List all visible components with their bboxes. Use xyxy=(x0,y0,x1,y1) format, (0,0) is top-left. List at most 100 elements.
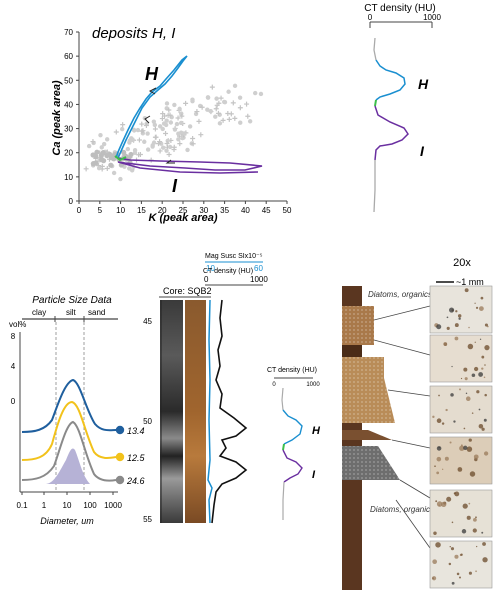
scatter-xlabel: K (peak area) xyxy=(148,212,217,224)
scatter-point xyxy=(90,139,96,145)
micrograph-particle xyxy=(462,503,468,509)
strat-layer-middle-dots xyxy=(342,357,395,423)
micrograph-particle xyxy=(481,367,484,370)
scatter-point xyxy=(185,147,190,153)
strat-layer-grey-dots xyxy=(342,446,400,480)
arrow-h-2 xyxy=(144,115,151,124)
scatter-point xyxy=(218,95,224,101)
scatter-point xyxy=(152,126,158,132)
scatter-point xyxy=(127,166,132,171)
micrograph-particle xyxy=(476,390,480,394)
scatter-point xyxy=(209,84,215,90)
scatter-point xyxy=(165,138,170,143)
scatter-xtick-label: 40 xyxy=(241,206,250,215)
micrograph-particle xyxy=(466,515,471,520)
particle-ytick-4: 4 xyxy=(11,362,16,371)
scatter-point xyxy=(179,113,185,119)
scatter-point xyxy=(113,129,119,135)
micrograph-particle xyxy=(482,557,488,563)
particle-silt-label: silt xyxy=(66,308,77,317)
scatter-label-h: H xyxy=(145,64,159,84)
micrograph-particle xyxy=(481,531,484,534)
micrograph-particle xyxy=(474,341,476,343)
scatter-point xyxy=(230,100,236,106)
ct-small-trace-i xyxy=(282,449,303,483)
scatter-point xyxy=(151,140,157,145)
scatter-point xyxy=(237,95,243,100)
micrograph-particle xyxy=(436,501,443,507)
scatter-xtick-label: 25 xyxy=(179,206,188,215)
scatter-point xyxy=(190,97,195,102)
scatter-point xyxy=(135,127,141,133)
scatter-point xyxy=(98,132,103,138)
micrograph-particle xyxy=(466,446,473,452)
ct-small-max: 1000 xyxy=(306,382,320,388)
scatter-point xyxy=(164,118,169,123)
scatter-ytick-label: 70 xyxy=(64,28,73,37)
micrograph-particle xyxy=(482,542,486,546)
micrograph-particle xyxy=(483,418,487,422)
micrograph-particle xyxy=(451,521,454,524)
scatter-point xyxy=(111,156,117,162)
scatter-point xyxy=(127,140,132,145)
micrograph-particle xyxy=(478,372,483,377)
micrograph-particle xyxy=(459,445,465,451)
micrograph-particle xyxy=(446,326,450,330)
ct-top-trace-green xyxy=(374,99,377,107)
scatter-point xyxy=(190,136,196,142)
scatter-point xyxy=(121,149,127,155)
scatter-label-i: I xyxy=(172,176,178,196)
micrograph-particle xyxy=(459,388,461,391)
micrograph-particle xyxy=(478,408,481,411)
ct-top-trace-i xyxy=(374,105,409,161)
micrograph-particle xyxy=(458,317,461,320)
scatter-point xyxy=(166,151,172,157)
scatter-point xyxy=(228,111,234,117)
scatter-point xyxy=(208,109,213,114)
micrograph-particle xyxy=(451,365,453,368)
scatter-point xyxy=(181,135,186,140)
core-ct-max: 1000 xyxy=(250,275,268,284)
micrograph-particle xyxy=(453,492,456,495)
scatter-xtick-label: 35 xyxy=(220,206,229,215)
micrograph-particle xyxy=(481,355,485,359)
scatter-point xyxy=(118,176,123,182)
core-depth-50: 50 xyxy=(143,417,152,426)
micrograph-particle xyxy=(480,296,484,300)
scatter-point xyxy=(175,115,181,121)
core-ct-title: CT density (HU) xyxy=(203,268,253,275)
scatter-point xyxy=(205,107,210,112)
micrograph-particle xyxy=(465,396,471,402)
scatter-ticks: 0 5 10 15 20 25 30 35 40 45 50 0 10 20 30 40 50 60 70 xyxy=(64,28,292,215)
micrograph-particle xyxy=(458,576,462,579)
micrograph-particle xyxy=(450,547,455,551)
scatter-point xyxy=(160,145,166,150)
particle-title: Particle Size Data xyxy=(32,295,112,306)
core-ct-image xyxy=(160,300,183,523)
micrograph-particle xyxy=(433,531,437,535)
micrograph-particle xyxy=(468,438,472,442)
micrograph-particle xyxy=(479,338,482,340)
micrograph-particle xyxy=(457,467,463,472)
strat-dark-band xyxy=(342,345,362,357)
micrograph-particle xyxy=(435,500,438,503)
scatter-point xyxy=(213,106,219,112)
micrograph-particle xyxy=(436,418,442,424)
micrograph-particle xyxy=(473,454,479,460)
micrograph-particle xyxy=(435,542,441,548)
micrograph-particle xyxy=(453,420,456,423)
scatter-ytick-label: 20 xyxy=(64,149,73,158)
particle-xticks: 0.1 1 10 100 1000 xyxy=(16,492,122,510)
strat-leader-6 xyxy=(395,499,431,549)
scatter-point xyxy=(164,148,169,153)
micrograph-particle xyxy=(449,441,452,444)
scatter-point xyxy=(232,83,238,89)
micrograph-particle xyxy=(473,366,479,372)
trajectory-i xyxy=(116,157,263,174)
scatter-xtick-label: 5 xyxy=(98,206,103,215)
micrograph-particle xyxy=(471,373,476,378)
micrograph-particle xyxy=(441,422,445,425)
micro-scale-label: ~1 mm xyxy=(456,277,484,287)
scatter-point xyxy=(98,152,104,159)
